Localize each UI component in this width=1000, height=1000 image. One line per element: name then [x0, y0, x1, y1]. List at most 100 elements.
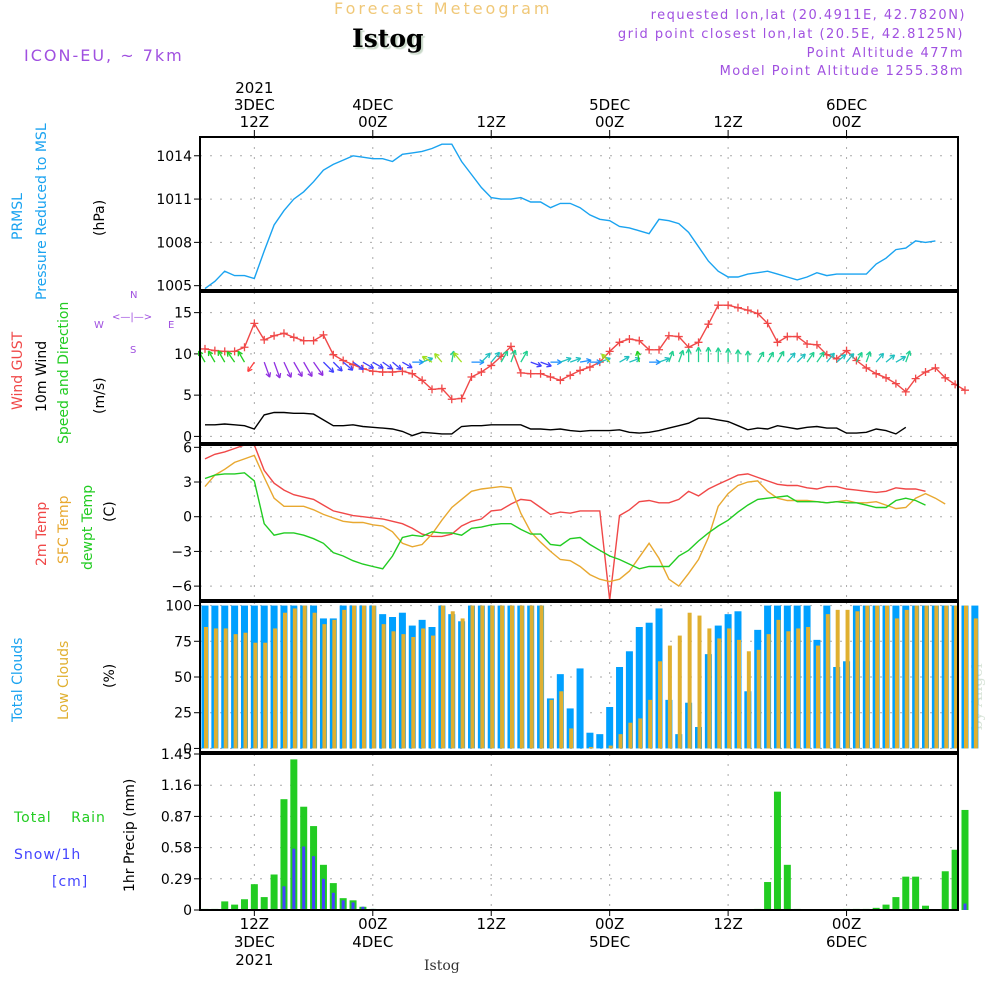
bar-low-clouds: [431, 635, 436, 749]
bar-snow-1h: [321, 878, 325, 910]
wind-arrow: [247, 361, 255, 372]
bar-low-clouds: [746, 651, 751, 749]
wind-arrow-head: [237, 350, 243, 357]
bar-low-clouds: [332, 619, 337, 749]
wind-arrow-head: [546, 361, 552, 368]
bar-low-clouds: [954, 605, 959, 749]
bar-low-clouds: [865, 605, 870, 749]
gust-marker: [694, 338, 703, 347]
wind-arrow-head: [715, 347, 722, 353]
gust-marker: [516, 368, 525, 377]
y-tick-label-precip: 0.58: [161, 841, 192, 857]
bar-low-clouds: [658, 661, 663, 749]
panel-frame-precip: [199, 753, 959, 911]
wind-arrow: [786, 352, 796, 363]
x-tick-label-top: 00Z: [595, 113, 624, 131]
gust-marker: [437, 384, 446, 393]
y-tick-label-temperature: −3: [171, 544, 192, 560]
bar-low-clouds: [569, 728, 574, 749]
gust-marker: [240, 343, 249, 352]
gust-marker: [852, 356, 861, 365]
wind-arrow-head: [725, 347, 732, 353]
y-tick-label-clouds: 0: [183, 741, 192, 757]
wind-arrow-head: [485, 352, 491, 359]
bar-low-clouds: [796, 628, 801, 749]
wind-arrow-head: [502, 350, 509, 357]
info-requested: requested lon,lat (20.4911E, 42.7820N): [650, 8, 966, 23]
wind-arrow-head: [297, 371, 303, 378]
bar-total-clouds: [606, 707, 614, 749]
bar-low-clouds: [490, 605, 495, 749]
bar-snow-1h: [292, 848, 296, 910]
wind-arrow-head: [368, 363, 375, 369]
bar-total-rain: [783, 864, 791, 910]
x-tick-label-bottom: 5DEC: [589, 933, 630, 951]
wind-arrow: [273, 361, 281, 379]
gust-marker: [428, 385, 437, 394]
wind-arrow: [836, 354, 847, 363]
wind-arrow: [668, 350, 674, 363]
x-tick-label-top: 2021: [235, 79, 273, 97]
wind-arrow-head: [378, 363, 384, 369]
wind-arrow-head: [396, 364, 402, 371]
wind-arrow-head: [494, 351, 501, 358]
bar-low-clouds: [697, 615, 702, 749]
bar-low-clouds: [233, 634, 238, 749]
gust-marker: [309, 336, 318, 345]
wind-arrow-head: [434, 352, 440, 359]
y-tick-label-temperature: 3: [183, 475, 192, 491]
bar-total-rain: [951, 849, 959, 910]
compass-east: E: [168, 320, 175, 331]
series-line-dewpt-temp: [204, 472, 926, 570]
gust-marker: [556, 376, 565, 385]
wind-arrow-head: [586, 357, 592, 364]
gust-marker: [645, 345, 654, 354]
bar-total-rain: [290, 759, 298, 910]
wind-arrow: [601, 353, 611, 363]
y-tick-label-clouds: 100: [165, 599, 192, 615]
gust-marker: [862, 363, 871, 372]
bar-low-clouds: [904, 609, 909, 749]
wind-arrow: [560, 357, 572, 363]
bar-low-clouds: [500, 605, 505, 749]
gust-marker: [250, 319, 259, 328]
wind-arrow: [480, 352, 491, 363]
wind-arrow-head: [829, 352, 835, 359]
bar-low-clouds: [845, 609, 850, 749]
wind-arrow-head: [358, 364, 365, 371]
y-tick-label-wind: 5: [183, 388, 192, 404]
bar-low-clouds: [381, 624, 386, 749]
bar-low-clouds: [352, 605, 357, 749]
wind-arrow-head: [421, 355, 428, 362]
bar-low-clouds: [638, 718, 643, 749]
bar-low-clouds: [628, 722, 633, 749]
gust-marker: [941, 373, 950, 382]
bar-total-clouds: [596, 734, 604, 749]
wind-arrow: [362, 361, 374, 369]
x-tick-label-top: 00Z: [832, 113, 861, 131]
bar-low-clouds: [243, 632, 248, 749]
bar-total-rain: [221, 901, 229, 910]
bar-low-clouds: [667, 645, 672, 749]
gust-marker: [260, 335, 269, 344]
bar-total-rain: [922, 905, 930, 910]
bar-total-rain: [280, 799, 288, 910]
x-tick-label-top: 3DEC: [234, 96, 275, 114]
bar-snow-1h: [361, 906, 365, 910]
wind-arrow-head: [840, 353, 847, 360]
gust-marker: [299, 336, 308, 345]
bar-low-clouds: [411, 637, 416, 749]
bar-snow-1h: [302, 846, 306, 910]
wind-arrow-head: [758, 351, 765, 358]
x-tick-label-top: 6DEC: [826, 96, 867, 114]
y-tick-label-precip: 0.29: [161, 872, 192, 888]
bar-low-clouds: [776, 619, 781, 749]
bar-low-clouds: [618, 734, 623, 749]
gust-marker: [743, 306, 752, 315]
bar-low-clouds: [460, 618, 465, 749]
y-tick-label-precip: 1.45: [161, 747, 192, 763]
bar-low-clouds: [815, 645, 820, 749]
gust-marker: [457, 394, 466, 403]
gust-marker: [733, 303, 742, 312]
